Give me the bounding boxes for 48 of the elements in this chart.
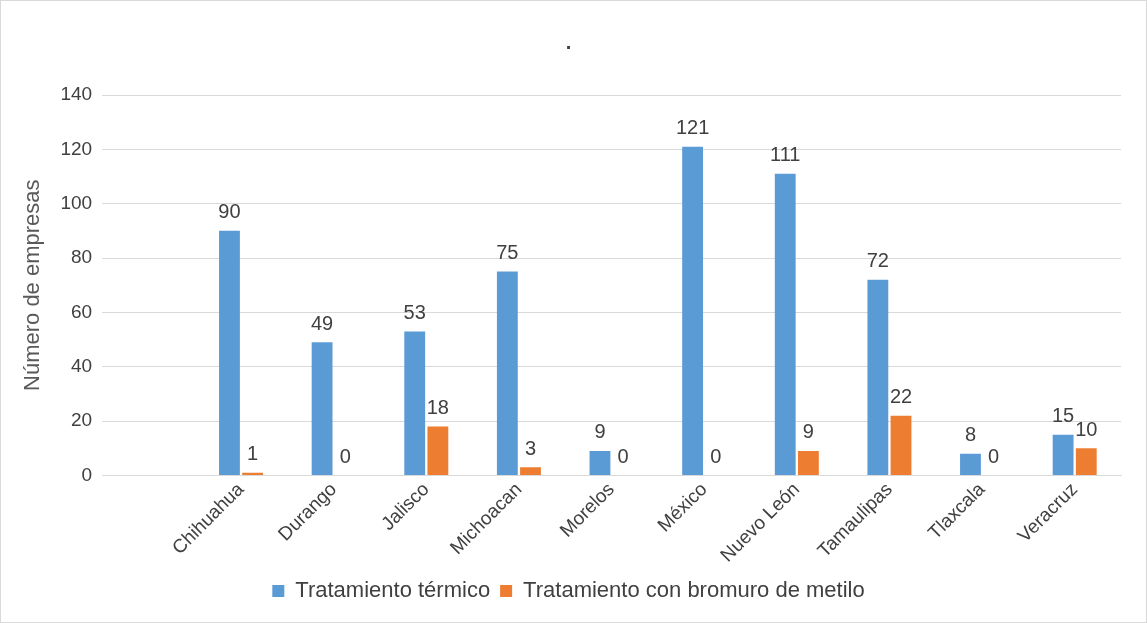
y-axis-title: Número de empresas bbox=[19, 179, 45, 391]
data-label: 18 bbox=[426, 396, 449, 419]
y-tick-label: 80 bbox=[70, 246, 93, 268]
data-label: 0 bbox=[710, 444, 722, 467]
data-label: 0 bbox=[988, 444, 1000, 467]
bar bbox=[1075, 448, 1097, 475]
y-tick-label: 100 bbox=[60, 191, 93, 213]
bar bbox=[1052, 434, 1074, 475]
data-label: 121 bbox=[675, 116, 710, 139]
bar bbox=[311, 342, 333, 475]
bar bbox=[797, 450, 819, 475]
bar bbox=[496, 271, 518, 475]
data-label: 75 bbox=[496, 241, 519, 264]
data-label: 15 bbox=[1051, 404, 1075, 427]
data-label: 111 bbox=[770, 143, 801, 166]
y-tick-label: 0 bbox=[81, 463, 93, 485]
data-label: 9 bbox=[594, 420, 606, 443]
bar bbox=[682, 146, 704, 475]
y-tick-label: 20 bbox=[70, 409, 93, 431]
data-label: 8 bbox=[964, 423, 977, 446]
chart-title: . bbox=[565, 30, 572, 53]
bar bbox=[867, 279, 889, 475]
bar bbox=[427, 426, 449, 475]
legend-label: Tratamiento con bromuro de metilo bbox=[523, 577, 865, 603]
y-tick-label: 60 bbox=[70, 300, 93, 322]
data-label: 22 bbox=[889, 385, 913, 408]
y-tick-label: 120 bbox=[60, 137, 93, 159]
data-label: 49 bbox=[310, 311, 334, 334]
data-label: 9 bbox=[802, 420, 814, 443]
bar bbox=[404, 331, 426, 475]
data-label: 10 bbox=[1075, 417, 1098, 440]
legend-label: Tratamiento térmico bbox=[295, 577, 491, 603]
data-label: 90 bbox=[218, 200, 241, 223]
bar bbox=[774, 173, 796, 475]
data-label: 72 bbox=[866, 249, 889, 272]
data-label: 3 bbox=[524, 436, 537, 459]
bar bbox=[589, 450, 611, 475]
y-tick-label: 140 bbox=[60, 83, 93, 105]
data-label: 53 bbox=[403, 300, 426, 323]
bar bbox=[219, 230, 240, 475]
data-label: 1 bbox=[247, 442, 259, 465]
bar bbox=[890, 415, 912, 475]
bar bbox=[242, 472, 264, 475]
bar bbox=[520, 467, 541, 475]
y-tick-label: 40 bbox=[70, 354, 93, 376]
bar bbox=[960, 453, 981, 475]
data-label: 0 bbox=[339, 444, 351, 467]
data-label: 0 bbox=[617, 444, 629, 467]
